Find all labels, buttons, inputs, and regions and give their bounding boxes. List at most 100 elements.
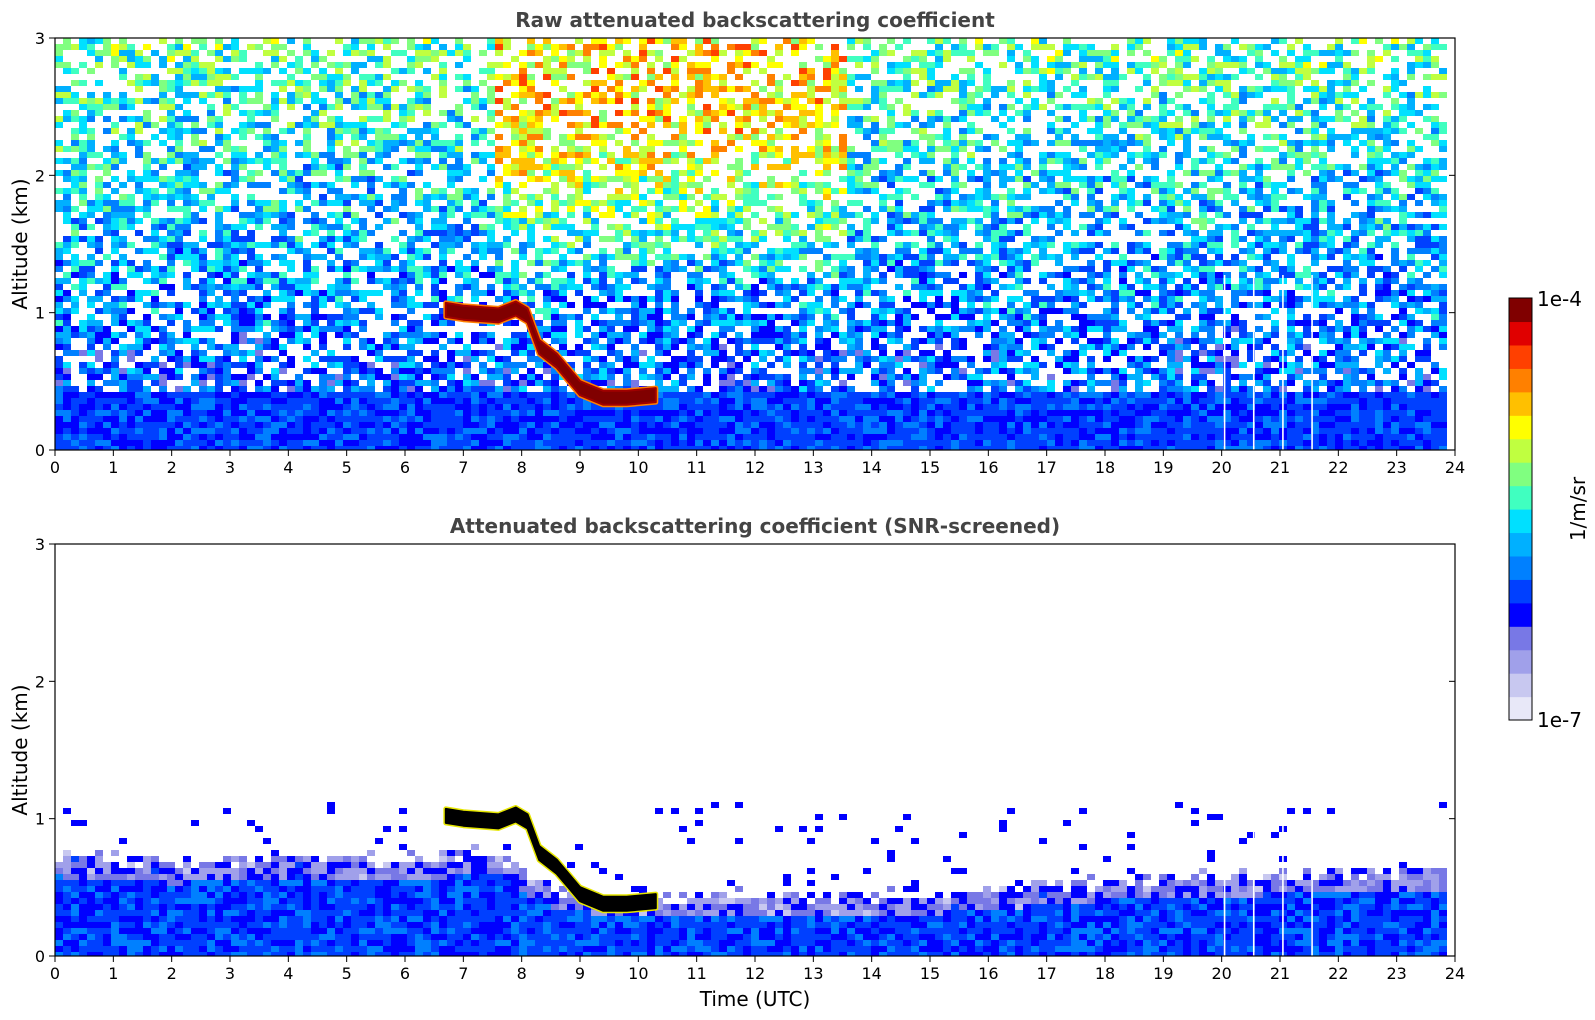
heatmap-cell (823, 254, 831, 260)
heatmap-cell (727, 368, 735, 374)
heatmap-cell (383, 98, 391, 104)
heatmap-cell (647, 410, 655, 416)
heatmap-cell (663, 422, 671, 428)
heatmap-cell (815, 416, 823, 422)
heatmap-cell (151, 446, 159, 450)
heatmap-cell (855, 170, 863, 176)
heatmap-cell (759, 110, 767, 116)
heatmap-cell (575, 404, 583, 410)
heatmap-cell (479, 254, 487, 260)
heatmap-cell (519, 122, 527, 128)
heatmap-cell (519, 374, 527, 380)
heatmap-cell (151, 242, 159, 248)
heatmap-cell (455, 164, 463, 170)
heatmap-cell (831, 224, 839, 230)
heatmap-cell (455, 224, 463, 230)
heatmap-cell (807, 68, 815, 74)
heatmap-cell (671, 74, 679, 80)
heatmap-cell (655, 242, 663, 248)
heatmap-cell (143, 236, 151, 242)
heatmap-cell (271, 344, 279, 350)
heatmap-cell (79, 368, 87, 374)
heatmap-cell (583, 146, 591, 152)
heatmap-cell (111, 44, 119, 50)
heatmap-cell (711, 410, 719, 416)
heatmap-cell (303, 104, 311, 110)
heatmap-cell (543, 398, 551, 404)
heatmap-cell (431, 314, 439, 320)
heatmap-cell (671, 182, 679, 188)
heatmap-cell (351, 410, 359, 416)
heatmap-cell (135, 332, 143, 338)
heatmap-cell (759, 404, 767, 410)
heatmap-cell (199, 284, 207, 290)
heatmap-cell (63, 380, 71, 386)
heatmap-cell (743, 266, 751, 272)
heatmap-cell (63, 248, 71, 254)
heatmap-cell (695, 50, 703, 56)
heatmap-cell (391, 290, 399, 296)
heatmap-cell (855, 56, 863, 62)
heatmap-cell (375, 314, 383, 320)
heatmap-cell (111, 278, 119, 284)
heatmap-cell (647, 50, 655, 56)
heatmap-cell (447, 206, 455, 212)
heatmap-cell (887, 50, 895, 56)
heatmap-cell (255, 92, 263, 98)
heatmap-cell (55, 332, 63, 338)
heatmap-cell (287, 80, 295, 86)
heatmap-cell (183, 278, 191, 284)
heatmap-cell (247, 368, 255, 374)
heatmap-cell (791, 392, 799, 398)
heatmap-cell (735, 170, 743, 176)
heatmap-cell (239, 278, 247, 284)
heatmap-cell (591, 86, 599, 92)
heatmap-cell (655, 182, 663, 188)
heatmap-cell (335, 422, 343, 428)
heatmap-cell (671, 176, 679, 182)
heatmap-cell (191, 254, 199, 260)
heatmap-cell (751, 152, 759, 158)
heatmap-cell (455, 260, 463, 266)
heatmap-cell (423, 140, 431, 146)
heatmap-cell (727, 320, 735, 326)
heatmap-cell (359, 410, 367, 416)
heatmap-cell (439, 314, 447, 320)
heatmap-cell (687, 350, 695, 356)
heatmap-cell (311, 350, 319, 356)
heatmap-cell (711, 44, 719, 50)
heatmap-cell (119, 410, 127, 416)
heatmap-cell (295, 416, 303, 422)
heatmap-cell (815, 170, 823, 176)
heatmap-cell (431, 398, 439, 404)
heatmap-cell (735, 380, 743, 386)
heatmap-cell (535, 320, 543, 326)
heatmap-cell (191, 152, 199, 158)
heatmap-cell (759, 140, 767, 146)
heatmap-cell (255, 416, 263, 422)
heatmap-cell (895, 140, 903, 146)
heatmap-cell (455, 290, 463, 296)
heatmap-cell (751, 266, 759, 272)
heatmap-cell (823, 224, 831, 230)
heatmap-cell (231, 248, 239, 254)
heatmap-cell (407, 38, 415, 44)
heatmap-cell (719, 308, 727, 314)
heatmap-cell (831, 206, 839, 212)
heatmap-cell (743, 206, 751, 212)
heatmap-cell (839, 266, 847, 272)
heatmap-cell (79, 152, 87, 158)
heatmap-cell (159, 140, 167, 146)
heatmap-cell (695, 302, 703, 308)
heatmap-cell (871, 422, 879, 428)
heatmap-cell (439, 404, 447, 410)
heatmap-cell (887, 206, 895, 212)
heatmap-cell (103, 212, 111, 218)
heatmap-cell (511, 116, 519, 122)
heatmap-cell (423, 254, 431, 260)
heatmap-cell (631, 434, 639, 440)
heatmap-cell (791, 80, 799, 86)
heatmap-cell (767, 224, 775, 230)
heatmap-cell (135, 374, 143, 380)
heatmap-cell (583, 56, 591, 62)
